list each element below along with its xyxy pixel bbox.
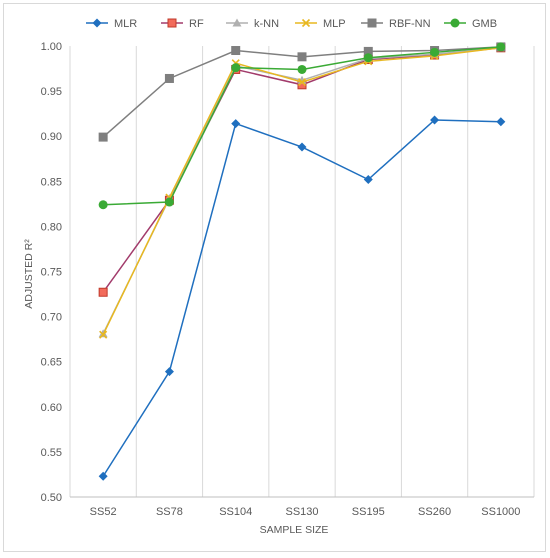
y-tick-label: 0.75 — [41, 267, 62, 279]
y-tick-label: 0.65 — [41, 357, 62, 369]
square-marker — [98, 132, 108, 142]
y-tick-label: 0.50 — [41, 492, 62, 504]
triangle-marker — [232, 18, 242, 27]
data-point — [496, 42, 506, 52]
square-marker — [164, 73, 174, 83]
circle-marker — [231, 63, 241, 73]
data-point — [363, 174, 373, 184]
data-point — [98, 471, 108, 481]
y-tick-label: 0.60 — [41, 402, 62, 414]
circle-marker — [363, 53, 373, 63]
data-point — [430, 47, 440, 57]
data-point — [231, 119, 241, 129]
data-point — [164, 367, 174, 377]
circle-marker — [297, 64, 307, 74]
y-tick-label: 0.90 — [41, 131, 62, 143]
diamond-marker — [231, 119, 241, 129]
diamond-marker — [496, 117, 506, 127]
x-tick-label: SS260 — [418, 506, 451, 518]
series-line — [102, 119, 501, 477]
legend-label: RF — [189, 18, 204, 30]
chart-frame: MLR RF k-NN MLP RBF-NN GMB 0.50 0.55 0.60 0.65 0.… — [3, 3, 546, 552]
circle-marker — [430, 47, 440, 57]
data-point — [297, 52, 307, 62]
diamond-marker — [92, 18, 102, 28]
diamond-marker — [98, 471, 108, 481]
data-point — [297, 142, 307, 152]
x-axis-label: SAMPLE SIZE — [260, 524, 329, 536]
legend-item: RF — [161, 18, 204, 30]
y-tick-label: 0.55 — [41, 447, 62, 459]
y-tick-label: 0.80 — [41, 221, 62, 233]
data-point — [496, 117, 506, 127]
data-point — [297, 64, 307, 74]
legend-item: k-NN — [226, 18, 279, 30]
square-marker — [167, 18, 177, 28]
circle-marker — [450, 18, 460, 28]
legend-marker — [232, 18, 242, 27]
diamond-marker — [164, 367, 174, 377]
legend: MLR RF k-NN MLP RBF-NN GMB — [86, 18, 497, 30]
x-marker — [297, 78, 307, 87]
x-marker — [301, 18, 311, 28]
x-marker — [99, 330, 108, 339]
x-tick-label: SS104 — [219, 506, 252, 518]
gridlines — [69, 46, 535, 497]
legend-label: RBF-NN — [389, 18, 431, 30]
circle-marker — [496, 42, 506, 52]
data-point — [164, 197, 174, 207]
axes: 0.50 0.55 0.60 0.65 0.70 0.75 0.80 0.85 0.90 0.95… — [41, 41, 534, 518]
legend-label: GMB — [472, 18, 497, 30]
legend-label: MLP — [323, 18, 346, 30]
legend-item: RBF-NN — [361, 18, 431, 30]
legend-item: GMB — [444, 18, 497, 30]
legend-label: MLR — [114, 18, 137, 30]
y-tick-label: 1.00 — [41, 41, 62, 53]
x-tick-label: SS195 — [352, 506, 385, 518]
y-tick-label: 0.85 — [41, 176, 62, 188]
y-axis-label: ADJUSTED R² — [23, 239, 35, 309]
data-point — [363, 53, 373, 63]
x-tick-label: SS1000 — [481, 506, 520, 518]
data-point — [231, 46, 241, 56]
line-chart: MLR RF k-NN MLP RBF-NN GMB 0.500.550.600.650.… — [23, 18, 535, 536]
series-gmb — [98, 42, 506, 210]
circle-marker — [98, 200, 108, 210]
legend-marker — [450, 18, 460, 28]
data-point — [164, 73, 174, 83]
series-line — [102, 47, 501, 335]
legend-item: MLR — [86, 18, 137, 30]
data-point — [98, 287, 108, 297]
diamond-marker — [297, 142, 307, 152]
y-tick-label: 0.95 — [41, 86, 62, 98]
series-mlr — [98, 115, 506, 481]
x-tick-label: SS52 — [90, 506, 117, 518]
legend-label: k-NN — [254, 18, 279, 30]
diamond-marker — [363, 174, 373, 184]
legend-marker — [367, 18, 377, 28]
square-marker — [367, 18, 377, 28]
x-tick-label: SS130 — [285, 506, 318, 518]
legend-marker — [301, 18, 311, 28]
data-point — [98, 200, 108, 210]
series-line — [102, 47, 501, 335]
legend-marker — [92, 18, 102, 28]
data-point — [98, 132, 108, 142]
circle-marker — [164, 197, 174, 207]
square-marker — [231, 46, 241, 56]
data-point — [297, 78, 307, 87]
series-layer — [98, 42, 506, 481]
legend-marker — [167, 18, 177, 28]
series-rbf-nn — [98, 42, 506, 142]
legend-item: MLP — [295, 18, 346, 30]
diamond-marker — [430, 115, 440, 125]
data-point — [99, 330, 108, 339]
data-point — [430, 115, 440, 125]
data-point — [231, 63, 241, 73]
x-tick-label: SS78 — [156, 506, 183, 518]
square-marker — [98, 287, 108, 297]
y-tick-label: 0.70 — [41, 312, 62, 324]
square-marker — [297, 52, 307, 62]
